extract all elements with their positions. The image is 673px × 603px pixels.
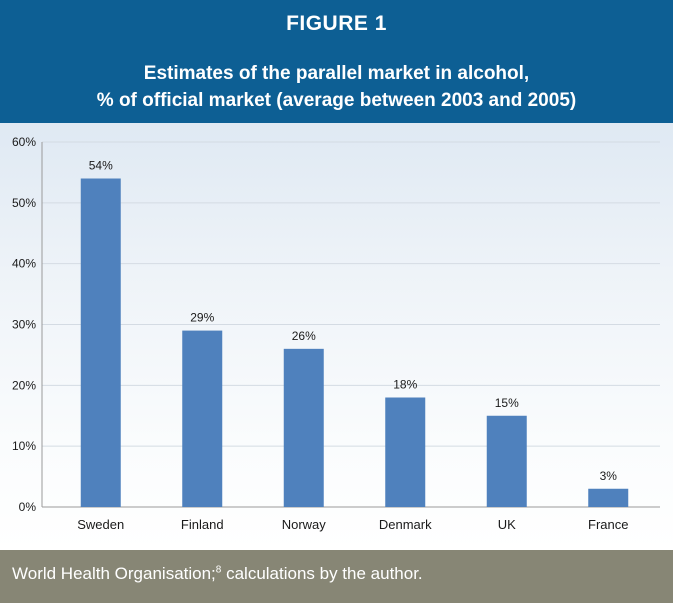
bar-chart: 0% 10% 20% 30% 40% 50% 60% 54% Sweden 29% Finland 2…: [12, 135, 660, 532]
chart-title-line-2: % of official market (average between 20…: [96, 90, 577, 111]
data-label: 18%: [393, 378, 417, 392]
y-tick-label: 40%: [12, 257, 36, 271]
source-suffix: calculations by the author.: [221, 564, 423, 583]
source-footer: World Health Organisation;8 calculations…: [0, 550, 673, 603]
source-reference: 8: [215, 564, 222, 576]
bar: [588, 488, 629, 507]
y-tick-label: 60%: [12, 135, 36, 149]
chart-title: Estimates of the parallel market in alco…: [20, 60, 653, 114]
y-tick-label: 20%: [12, 378, 36, 392]
bar: [283, 348, 324, 507]
x-tick-label: UK: [498, 517, 516, 532]
chart-area: 0% 10% 20% 30% 40% 50% 60% 54% Sweden 29% Finland 2…: [0, 123, 673, 550]
data-label: 26%: [292, 329, 316, 343]
x-tick-label: Denmark: [379, 517, 432, 532]
figure-label: FIGURE 1: [286, 12, 387, 35]
x-tick-label: Sweden: [77, 517, 124, 532]
data-label: 29%: [190, 311, 214, 325]
bar: [385, 397, 426, 507]
x-tick-label: Norway: [282, 517, 327, 532]
x-tick-label: Finland: [181, 517, 224, 532]
x-tick-label: France: [588, 517, 628, 532]
source-prefix: World Health Organisation;: [12, 564, 216, 583]
bar: [182, 330, 223, 507]
y-tick-label: 10%: [12, 439, 36, 453]
y-tick-label: 0%: [19, 500, 37, 514]
data-label: 54%: [89, 159, 113, 173]
data-label: 15%: [495, 396, 519, 410]
figure-header: FIGURE 1 Estimates of the parallel marke…: [0, 0, 673, 123]
source-note: World Health Organisation;8 calculations…: [12, 564, 423, 584]
bar: [486, 415, 527, 507]
chart-title-line-1: Estimates of the parallel market in alco…: [143, 63, 530, 84]
y-tick-label: 30%: [12, 318, 36, 332]
bar: [80, 178, 121, 507]
y-tick-label: 50%: [12, 196, 36, 210]
data-label: 3%: [600, 469, 618, 483]
